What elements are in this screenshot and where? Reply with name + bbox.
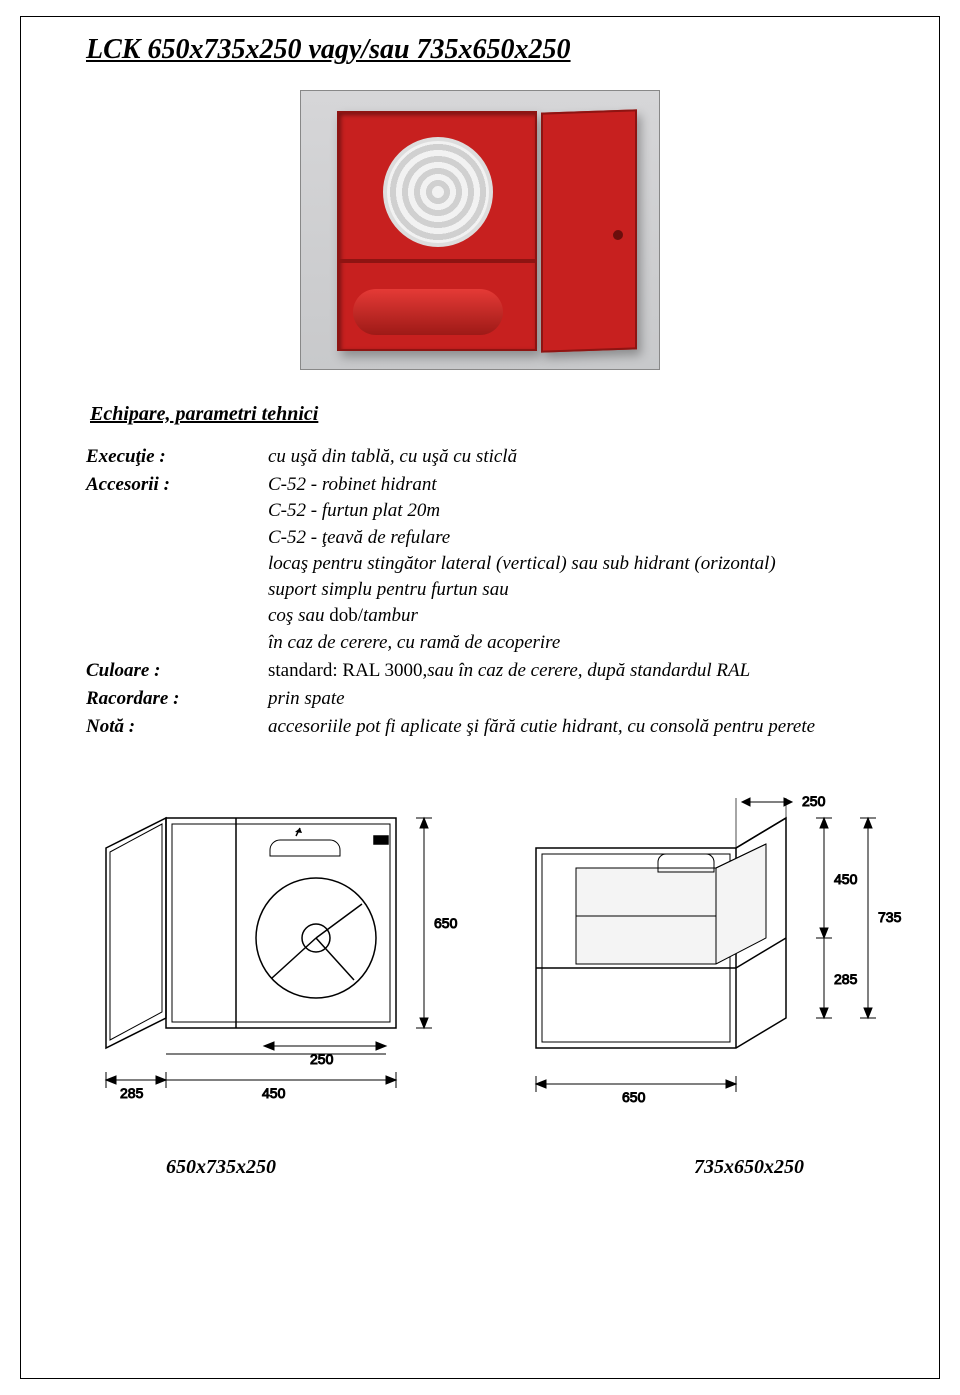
product-photo — [300, 90, 660, 370]
caption-row: 650x735x250 735x650x250 — [86, 1156, 874, 1179]
page-title: LCK 650x735x250 vagy/sau 735x650x250 — [86, 34, 874, 66]
dim-285r: 285 — [834, 971, 858, 987]
caption-left: 650x735x250 — [166, 1156, 276, 1179]
dim-735: 735 — [878, 909, 902, 925]
specs-table: Execuţie : cu uşă din tablă, cu uşă cu s… — [86, 444, 874, 740]
diagram-left-svg: 650 250 285 — [86, 788, 486, 1108]
page-content: LCK 650x735x250 vagy/sau 735x650x250 Ech… — [36, 34, 924, 1179]
dim-650: 650 — [434, 915, 458, 931]
accesorii-line: coş sau dob/tambur — [268, 605, 418, 626]
accesorii-line: locaş pentru stingător lateral (vertical… — [268, 553, 776, 574]
product-photo-wrap — [86, 90, 874, 375]
spec-value-accesorii: C-52 - robinet hidrant C-52 - furtun pla… — [268, 472, 874, 656]
accesorii-line: C-52 - ţeavă de refulare — [268, 527, 450, 548]
dim-250: 250 — [310, 1051, 334, 1067]
culoare-standard: standard: RAL 3000, — [268, 660, 427, 681]
diagram-right: 250 450 285 — [506, 788, 906, 1108]
diagram-left: 650 250 285 — [86, 788, 486, 1108]
dim-650r: 650 — [622, 1089, 646, 1105]
culoare-post: sau în caz de cerere, după standardul RA… — [427, 660, 750, 681]
cabinet-body — [337, 111, 537, 351]
spec-value-culoare: standard: RAL 3000,sau în caz de cerere,… — [268, 658, 874, 684]
spec-label-accesorii: Accesorii : — [86, 472, 256, 656]
accesorii-line: C-52 - furtun plat 20m — [268, 500, 440, 521]
upright-text: dob/ — [329, 605, 363, 626]
spec-label-nota: Notă : — [86, 714, 256, 740]
spec-label-racordare: Racordare : — [86, 686, 256, 712]
spec-value-nota: accesoriile pot fi aplicate şi fără cuti… — [268, 714, 874, 740]
extinguisher-icon — [353, 289, 503, 335]
hose-reel-icon — [383, 137, 493, 247]
spec-label-culoare: Culoare : — [86, 658, 256, 684]
door-knob-icon — [613, 230, 623, 240]
spec-label-executie: Execuţie : — [86, 444, 256, 470]
dim-450r: 450 — [834, 871, 858, 887]
caption-right: 735x650x250 — [694, 1156, 804, 1179]
section-heading: Echipare, parametri tehnici — [90, 403, 874, 426]
spec-value-racordare: prin spate — [268, 686, 874, 712]
accesorii-line: suport simplu pentru furtun sau — [268, 579, 509, 600]
diagram-right-svg: 250 450 285 — [506, 788, 906, 1108]
spec-value-executie: cu uşă din tablă, cu uşă cu sticlă — [268, 444, 874, 470]
dim-250r: 250 — [802, 793, 826, 809]
diagram-row: 650 250 285 — [86, 788, 874, 1108]
cabinet-shelf — [339, 259, 535, 263]
dim-450: 450 — [262, 1085, 286, 1101]
cabinet-door — [541, 109, 637, 352]
accesorii-line: în caz de cerere, cu ramă de acoperire — [268, 632, 560, 653]
accesorii-line: C-52 - robinet hidrant — [268, 474, 437, 495]
dim-285: 285 — [120, 1085, 144, 1101]
